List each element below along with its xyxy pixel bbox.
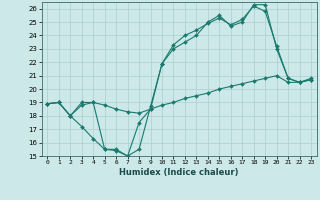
X-axis label: Humidex (Indice chaleur): Humidex (Indice chaleur) <box>119 168 239 177</box>
